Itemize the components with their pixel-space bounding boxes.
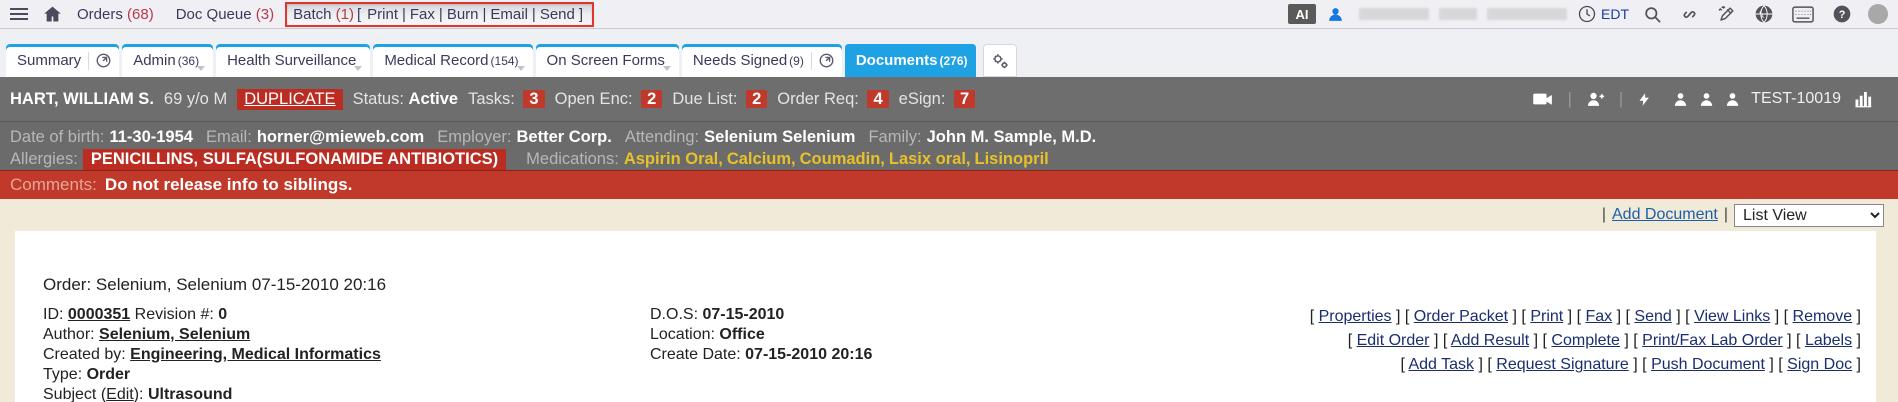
svg-text:?: ? [1839,9,1846,21]
